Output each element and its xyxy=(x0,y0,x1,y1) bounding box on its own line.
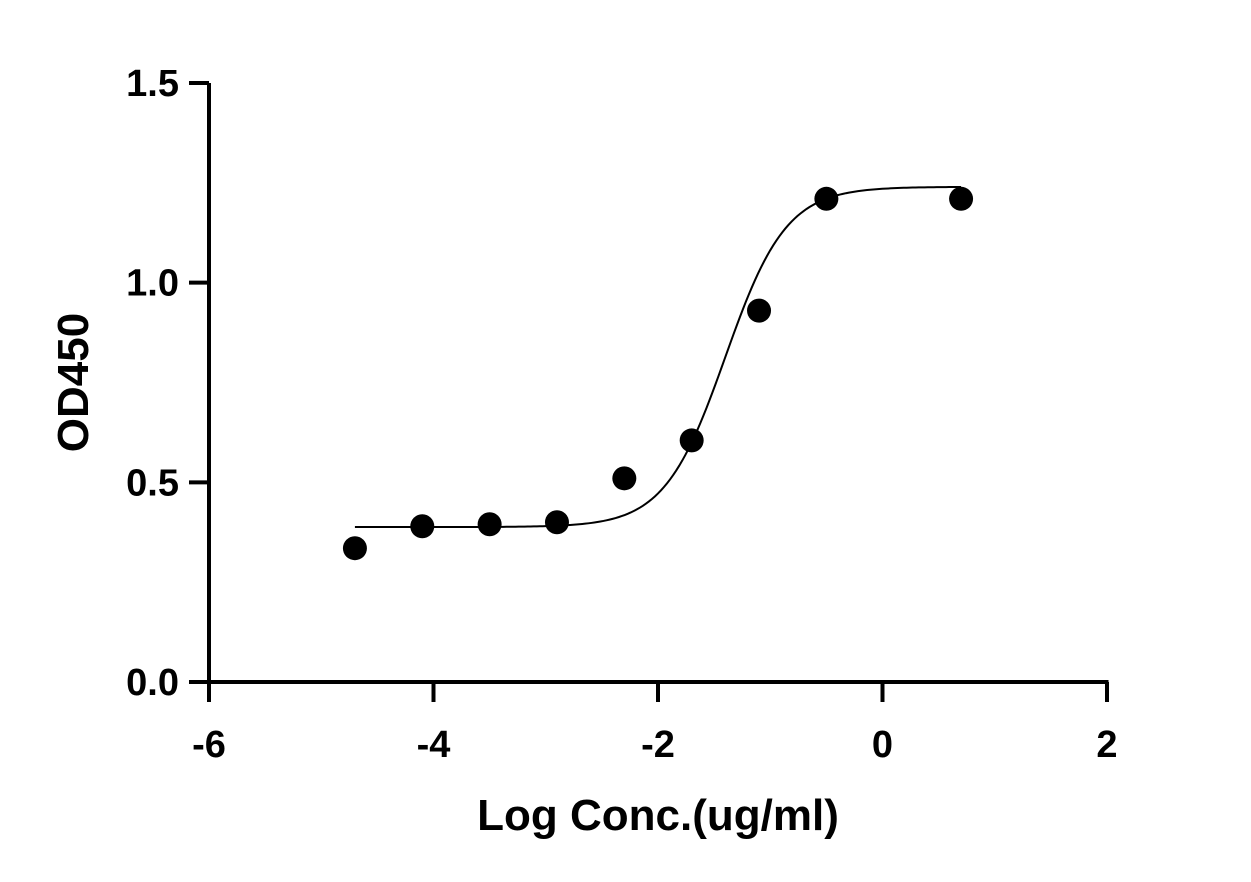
axes xyxy=(207,83,1109,684)
data-point xyxy=(949,186,974,211)
y-tick-label: 0.0 xyxy=(126,662,179,704)
data-point xyxy=(612,466,637,491)
data-point xyxy=(544,510,569,535)
data-point xyxy=(410,514,435,539)
data-point xyxy=(679,428,704,453)
data-points xyxy=(342,186,974,561)
y-axis-title: OD450 xyxy=(49,313,98,452)
y-ticks: 0.0 0.5 1.0 1.5 xyxy=(126,63,209,704)
x-axis-title: Log Conc.(ug/ml) xyxy=(477,791,839,840)
x-tick-label: -2 xyxy=(641,724,675,766)
y-tick-label: 1.0 xyxy=(126,263,179,305)
x-tick-label: 0 xyxy=(872,724,893,766)
y-tick-label: 1.5 xyxy=(126,63,179,105)
x-tick-label: -4 xyxy=(417,724,451,766)
fit-curve xyxy=(354,185,962,529)
data-point xyxy=(477,512,502,537)
data-point xyxy=(747,298,772,323)
x-tick-label: 2 xyxy=(1096,724,1117,766)
data-point xyxy=(342,536,367,561)
x-tick-label: -6 xyxy=(192,724,226,766)
data-point xyxy=(814,186,839,211)
x-ticks: -6 -4 -2 0 2 xyxy=(192,682,1118,766)
y-tick-label: 0.5 xyxy=(126,462,179,504)
